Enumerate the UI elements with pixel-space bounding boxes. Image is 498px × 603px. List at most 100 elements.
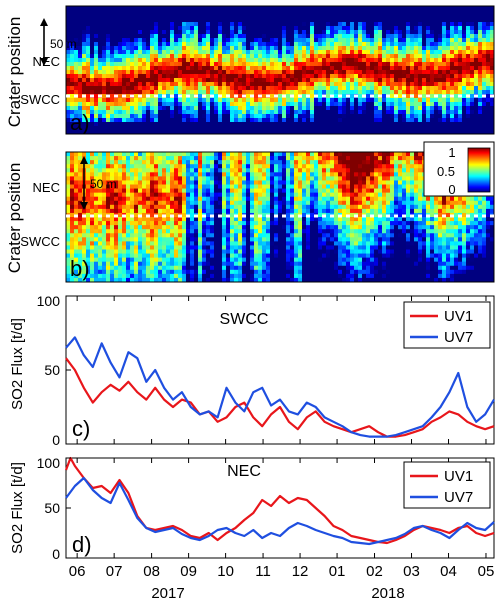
heat-cell-2485: [374, 90, 379, 95]
heat-cell-241: [94, 74, 99, 79]
heat-cell-2167: [334, 98, 339, 103]
heat-cell-161: [86, 10, 91, 15]
heat-cell-1341: [230, 122, 235, 127]
heat-cell-2702: [402, 62, 407, 67]
heat-cell-711: [154, 180, 159, 186]
heat-cell-366: [110, 62, 115, 67]
heat-cell-281: [98, 253, 103, 259]
heat-cell-281: [98, 106, 103, 111]
heat-cell-20: [66, 86, 71, 91]
heat-cell-305: [102, 74, 107, 79]
heat-cell-1011: [190, 82, 195, 87]
heat-cell-730: [154, 257, 159, 263]
heat-cell-2562: [386, 14, 391, 19]
heat-cell-101: [78, 26, 83, 31]
heat-cell-3338: [482, 46, 487, 51]
heat-cell-308: [102, 86, 107, 91]
heat-cell-2751: [406, 130, 411, 134]
heat-cell-497: [126, 221, 131, 226]
heat-cell-2660: [398, 22, 403, 27]
heat-cell-2852: [422, 22, 427, 27]
heat-cell-1436: [242, 118, 247, 123]
heat-cell-793: [162, 106, 167, 111]
heat-cell-871: [174, 180, 179, 186]
heat-cell-177: [86, 221, 91, 226]
heat-cell-1838: [294, 62, 299, 67]
heat-cell-1619: [266, 82, 271, 87]
heat-cell-840: [170, 184, 175, 190]
heat-cell-970: [186, 192, 191, 198]
heat-cell-1549: [258, 204, 263, 210]
heat-cell-633: [142, 253, 147, 259]
heat-cell-2506: [378, 46, 383, 51]
heat-cell-3184: [462, 70, 467, 75]
heat-cell-1008: [190, 217, 195, 222]
heat-cell-175: [86, 212, 91, 218]
heat-cell-309: [102, 90, 107, 95]
heat-cell-516: [130, 168, 135, 173]
heat-cell-1059: [198, 164, 203, 169]
heat-cell-512: [130, 152, 135, 157]
heat-cell-1579: [262, 50, 267, 55]
heat-cell-552: [134, 38, 139, 43]
heat-cell-2435: [370, 18, 375, 23]
heat-cell-1517: [254, 204, 259, 210]
heat-cell-161: [86, 156, 91, 161]
heat-cell-1077: [198, 90, 203, 95]
heat-cell-2828: [418, 54, 423, 59]
heat-cell-478: [122, 273, 127, 279]
heat-cell-1940: [306, 86, 311, 91]
heat-cell-2819: [418, 18, 423, 23]
heat-cell-683: [150, 50, 155, 55]
heat-cell-2073: [322, 106, 327, 111]
heat-cell-3055: [446, 66, 451, 71]
heat-cell-1003: [190, 196, 195, 202]
heat-cell-1818: [290, 110, 295, 115]
heat-cell-2301: [350, 122, 355, 127]
heat-cell-473: [122, 106, 127, 111]
heat-cell-2266: [346, 110, 351, 115]
heat-cell-3048: [446, 38, 451, 43]
heat-cell-59: [70, 261, 75, 267]
heat-cell-759: [158, 98, 163, 103]
heat-cell-3386: [486, 110, 491, 115]
heat-cell-1744: [282, 70, 287, 75]
heat-cell-2200: [338, 102, 343, 107]
heat-cell-1804: [290, 54, 295, 59]
heat-cell-3391: [486, 130, 491, 134]
heat-cell-38: [70, 30, 75, 35]
heat-cell-2456: [370, 102, 375, 107]
heat-cell-3056: [446, 70, 451, 75]
heat-cell-2566: [386, 30, 391, 35]
heat-cell-1109: [202, 90, 207, 95]
heat-cell-2679: [398, 98, 403, 103]
heat-cell-2990: [438, 62, 443, 67]
heat-cell-1194: [214, 192, 219, 198]
heat-cell-813: [166, 58, 171, 63]
heat-cell-328: [106, 184, 111, 190]
heat-cell-1738: [282, 46, 287, 51]
heat-cell-3291: [474, 114, 479, 119]
heat-cell-1557: [258, 237, 263, 242]
heat-cell-1162: [210, 192, 215, 198]
heat-cell-1009: [190, 221, 195, 226]
heat-cell-3153: [458, 74, 463, 79]
heat-cell-501: [126, 237, 131, 242]
heat-cell-385: [114, 10, 119, 15]
heat-cell-1017: [190, 253, 195, 259]
heat-cell-1230: [218, 62, 223, 67]
heat-cell-652: [146, 200, 151, 206]
heat-cell-2768: [410, 70, 415, 75]
heat-cell-525: [130, 204, 135, 210]
heat-cell-3358: [482, 126, 487, 131]
heat-cell-1193: [214, 188, 219, 194]
heat-cell-3277: [474, 58, 479, 63]
heat-cell-855: [170, 245, 175, 251]
heat-cell-1523: [254, 82, 259, 87]
heat-cell-846: [170, 62, 175, 67]
heat-cell-528: [130, 70, 135, 75]
heat-cell-977: [186, 221, 191, 226]
heat-cell-3215: [466, 66, 471, 71]
heat-cell-2192: [338, 70, 343, 75]
heat-cell-1150: [206, 126, 211, 131]
